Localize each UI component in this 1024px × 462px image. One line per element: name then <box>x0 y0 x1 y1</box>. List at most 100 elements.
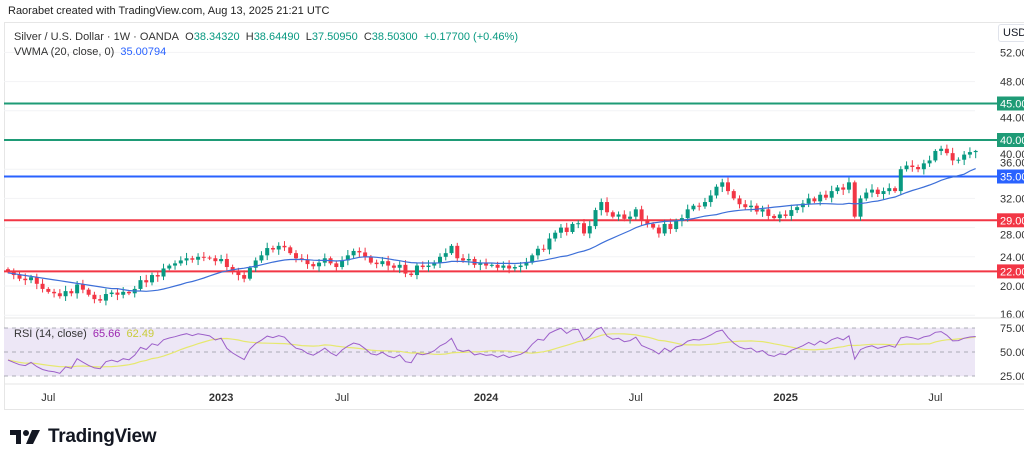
candle-body <box>800 203 805 208</box>
price-tick-label: 44.00 <box>1000 113 1024 125</box>
candle-body <box>80 284 85 290</box>
candle <box>921 159 926 175</box>
candle-body <box>259 255 264 261</box>
candle <box>132 285 137 298</box>
candle <box>311 261 316 270</box>
candle-body <box>789 210 794 216</box>
candle <box>109 290 114 298</box>
price-tick-label: 40.00 <box>1000 149 1024 161</box>
price-tick-label: 48.00 <box>1000 77 1024 89</box>
candle <box>685 204 690 222</box>
candle-body <box>726 182 730 192</box>
candle-body <box>760 209 765 212</box>
candle-body <box>478 263 483 265</box>
rsi-line <box>7 326 976 374</box>
candle <box>743 200 748 210</box>
candle-body <box>345 255 350 261</box>
candle-body <box>633 209 638 217</box>
candle-body <box>916 167 921 170</box>
candle <box>795 204 800 214</box>
candle <box>541 244 546 252</box>
candle-body <box>749 205 754 208</box>
candle-body <box>541 248 546 250</box>
candle <box>443 248 448 261</box>
open-label: O <box>185 31 194 43</box>
candle <box>426 260 431 272</box>
candle-body <box>818 194 823 202</box>
candle-body <box>587 226 592 234</box>
symbol-title: Silver / U.S. Dollar · 1W · OANDA <box>14 31 180 43</box>
candle-body <box>52 291 57 294</box>
candle <box>933 149 938 163</box>
candle <box>852 180 857 219</box>
rsi-ma-line <box>7 333 976 368</box>
tradingview-logo[interactable]: TradingView <box>10 426 157 448</box>
candle <box>645 215 650 228</box>
level-price-badge <box>997 96 1024 111</box>
rsi-tick-label: 75.00 <box>1000 323 1024 335</box>
candle <box>201 252 206 262</box>
candle-body <box>449 245 454 254</box>
candle-body <box>414 265 419 276</box>
candle-body <box>921 163 926 170</box>
candle-body <box>17 275 22 279</box>
candle <box>317 259 322 272</box>
currency-button[interactable]: USD <box>998 24 1024 42</box>
candle-body <box>841 187 846 190</box>
candle <box>351 248 356 259</box>
candle <box>547 233 552 255</box>
candle-body <box>173 263 178 266</box>
candle <box>282 241 287 251</box>
candle-body <box>501 265 506 268</box>
candle-body <box>121 291 126 295</box>
candle <box>887 183 892 195</box>
candle-body <box>276 245 281 250</box>
candle <box>466 253 471 266</box>
low-label: L <box>305 31 312 43</box>
candle-body <box>29 277 34 281</box>
candle <box>138 275 143 292</box>
candle <box>103 288 108 306</box>
candle-body <box>893 188 898 192</box>
candle-body <box>829 191 834 198</box>
candle <box>916 164 921 173</box>
candle-body <box>956 159 961 161</box>
candle-body <box>962 154 967 160</box>
candle <box>939 145 944 156</box>
candle <box>881 187 886 200</box>
candle-body <box>656 227 661 234</box>
candle-body <box>196 256 201 260</box>
candle <box>564 222 569 236</box>
candle <box>167 263 172 271</box>
candle <box>46 287 51 294</box>
candle <box>518 261 523 273</box>
candle <box>570 222 575 234</box>
candle <box>962 151 967 166</box>
candle-body <box>294 253 298 259</box>
candle <box>98 294 103 304</box>
candle <box>927 155 932 167</box>
candle <box>478 259 483 271</box>
candle-body <box>253 260 258 268</box>
candle <box>789 204 794 221</box>
candle <box>576 220 581 229</box>
price-tick-label: 28.00 <box>1000 229 1024 241</box>
candle <box>731 189 736 201</box>
candle <box>737 195 742 209</box>
candle-body <box>795 207 800 211</box>
candle-body <box>357 250 362 253</box>
candle-body <box>391 265 396 268</box>
level-price-badge <box>997 264 1024 279</box>
candle <box>80 279 85 294</box>
candle <box>236 267 241 281</box>
candle <box>582 219 586 236</box>
candle-body <box>973 150 978 153</box>
candle <box>34 273 39 290</box>
candle <box>363 247 368 261</box>
candle-body <box>103 294 108 301</box>
candle-body <box>927 160 932 164</box>
candle-body <box>593 210 598 227</box>
candle <box>207 255 212 261</box>
candle-body <box>846 182 851 190</box>
